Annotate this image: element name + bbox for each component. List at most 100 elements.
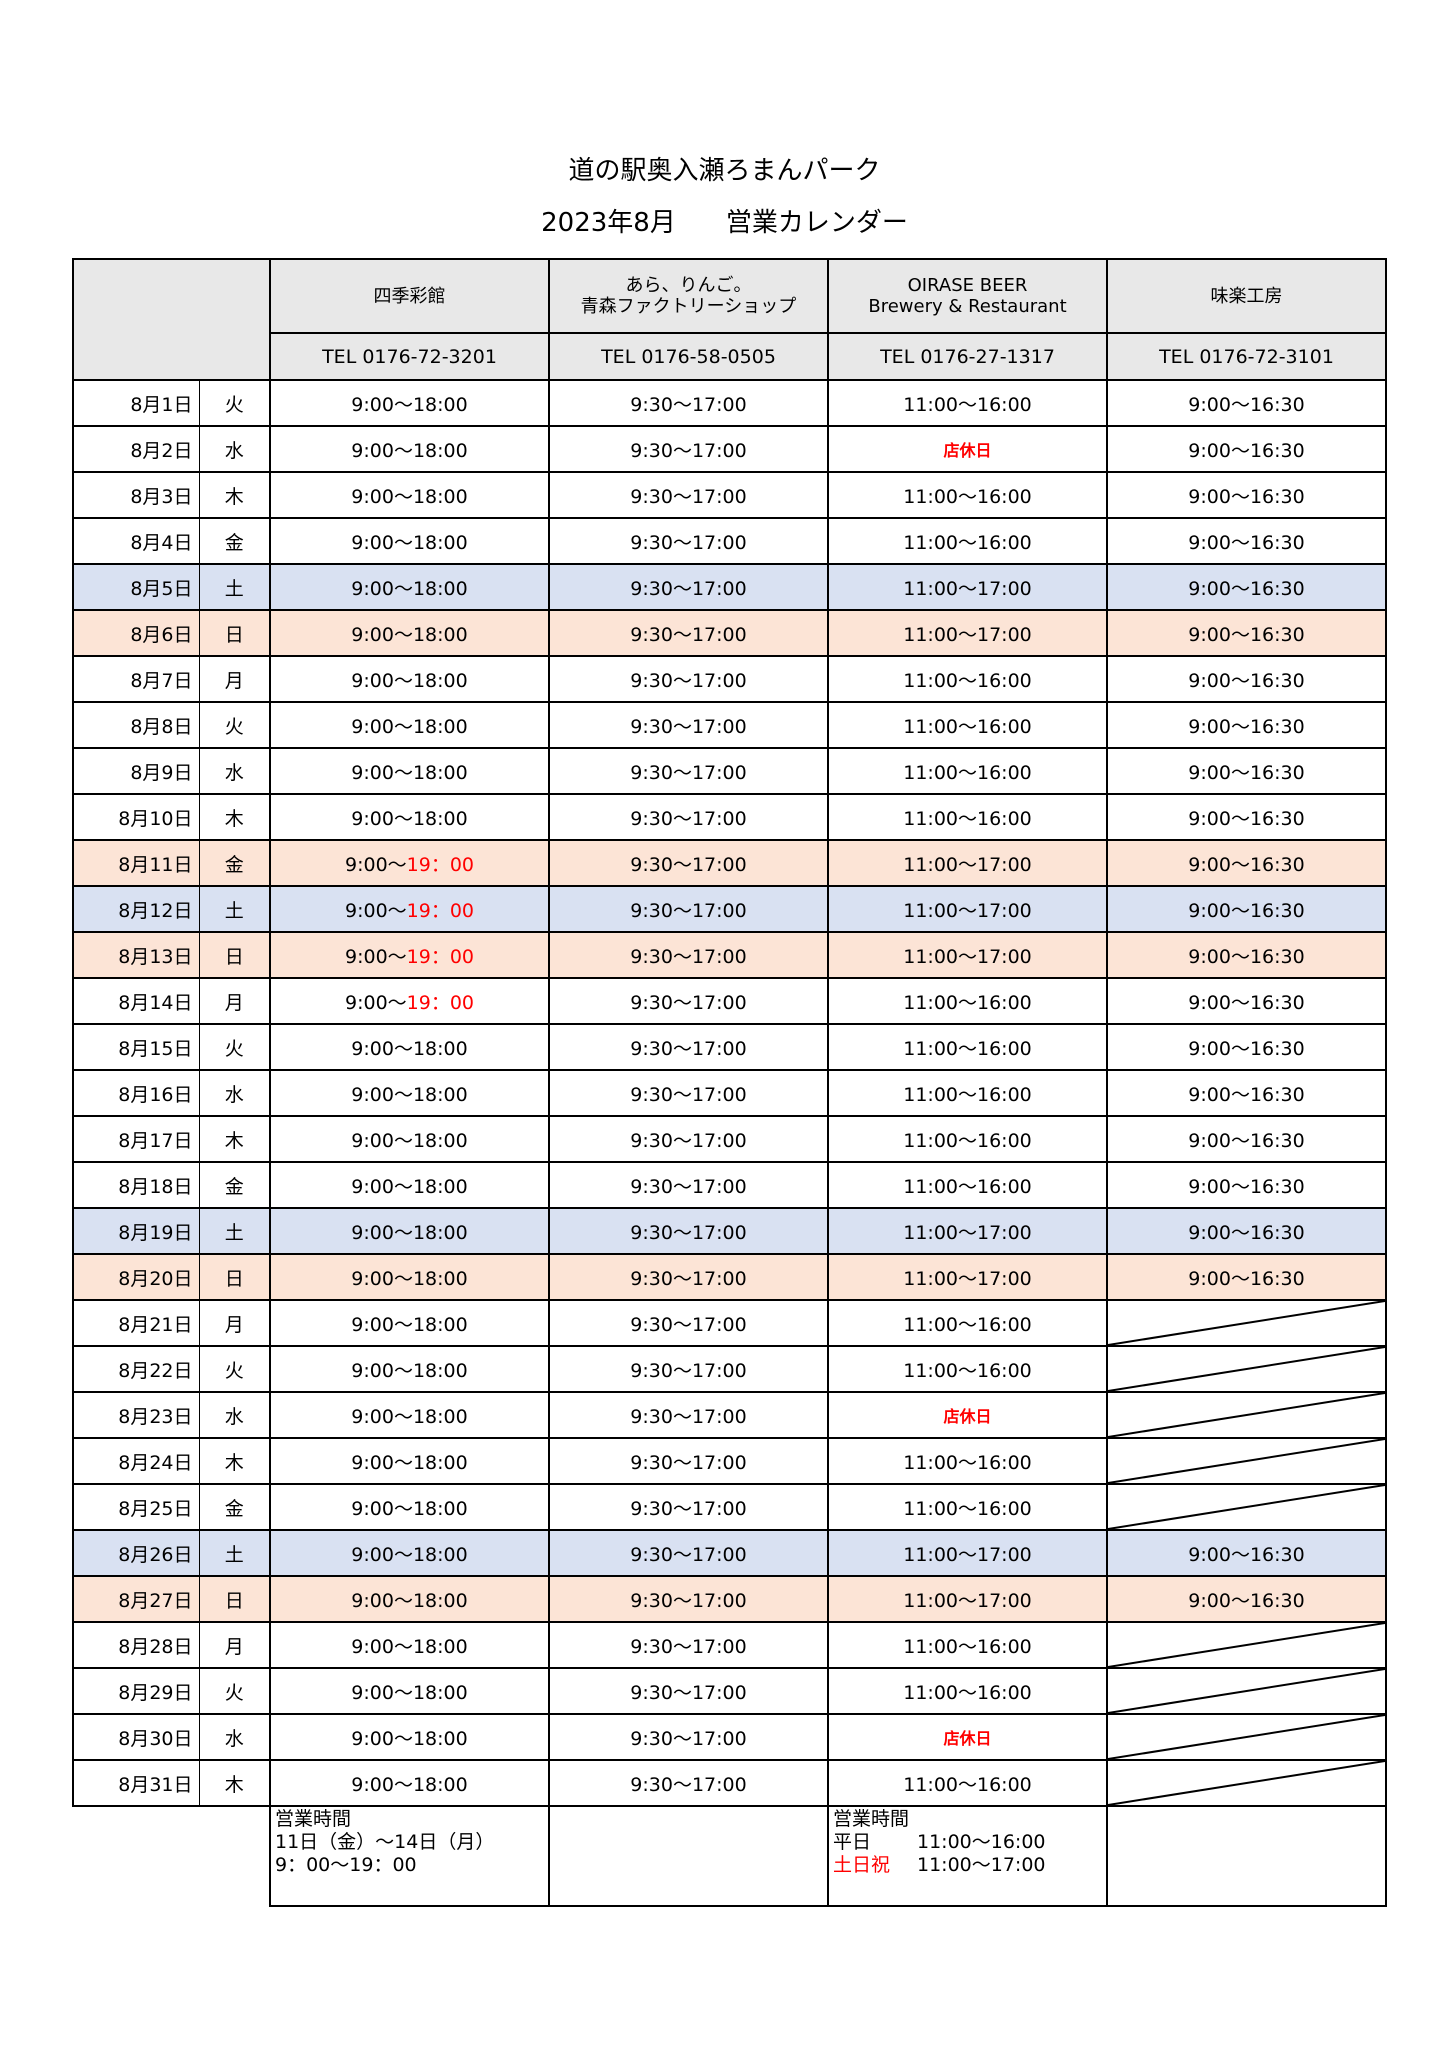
hours-shop-2: 9:30〜17:00 bbox=[548, 793, 829, 841]
weekday-cell: 火 bbox=[198, 379, 271, 427]
hours-shop-1: 9:00〜18:00 bbox=[269, 1759, 550, 1807]
hours-text: 9:00〜18:00 bbox=[351, 1313, 468, 1336]
hours-shop-3: 11:00〜16:00 bbox=[827, 655, 1108, 703]
weekday-cell: 火 bbox=[198, 1345, 271, 1393]
hours-shop-1: 9:00〜19：00 bbox=[269, 931, 550, 979]
closed-day-cell: 店休日 bbox=[827, 1713, 1108, 1761]
hours-shop-1: 9:00〜18:00 bbox=[269, 1253, 550, 1301]
calendar-row: 8月28日月 9:00〜18:00 9:30〜17:00 11:00〜16:00 bbox=[72, 1621, 1387, 1669]
weekday-cell: 月 bbox=[198, 655, 271, 703]
not-open-cell bbox=[1106, 1483, 1387, 1531]
diagonal-line-icon bbox=[1108, 1393, 1385, 1437]
footnote-shop-3: 営業時間 平日 11:00〜16:00 土日祝 11:00〜17:00 bbox=[827, 1805, 1108, 1907]
hours-text: 9:00〜18:00 bbox=[351, 1083, 468, 1106]
not-open-cell bbox=[1106, 1345, 1387, 1393]
shop-tel-1: TEL 0176-72-3201 bbox=[269, 332, 550, 381]
date-cell: 8月24日 bbox=[72, 1437, 200, 1485]
hours-shop-2: 9:30〜17:00 bbox=[548, 1161, 829, 1209]
hours-shop-2: 9:30〜17:00 bbox=[548, 655, 829, 703]
hours-shop-1: 9:00〜18:00 bbox=[269, 1345, 550, 1393]
weekday-cell: 木 bbox=[198, 1437, 271, 1485]
weekday-cell: 月 bbox=[198, 1299, 271, 1347]
hours-shop-2: 9:30〜17:00 bbox=[548, 1667, 829, 1715]
calendar-row: 8月17日木 9:00〜18:00 9:30〜17:00 11:00〜16:00 9:0… bbox=[72, 1115, 1387, 1163]
hours-shop-3: 11:00〜17:00 bbox=[827, 563, 1108, 611]
hours-shop-3: 11:00〜17:00 bbox=[827, 839, 1108, 887]
weekday-cell: 月 bbox=[198, 1621, 271, 1669]
hours-shop-2: 9:30〜17:00 bbox=[548, 1207, 829, 1255]
not-open-cell bbox=[1106, 1391, 1387, 1439]
hours-shop-4: 9:00〜16:30 bbox=[1106, 1529, 1387, 1577]
date-cell: 8月13日 bbox=[72, 931, 200, 979]
hours-shop-4: 9:00〜16:30 bbox=[1106, 839, 1387, 887]
header-corner bbox=[72, 258, 271, 381]
hours-shop-4: 9:00〜16:30 bbox=[1106, 425, 1387, 473]
hours-text: 9:00〜 bbox=[344, 899, 407, 922]
hours-text: 9:00〜18:00 bbox=[351, 715, 468, 738]
hours-shop-2: 9:30〜17:00 bbox=[548, 701, 829, 749]
hours-shop-1: 9:00〜18:00 bbox=[269, 1483, 550, 1531]
shop-name-1: 四季彩館 bbox=[269, 258, 550, 334]
hours-text: 9:00〜18:00 bbox=[351, 1129, 468, 1152]
calendar-row: 8月27日日 9:00〜18:00 9:30〜17:00 11:00〜17:00 9:0… bbox=[72, 1575, 1387, 1623]
hours-shop-4: 9:00〜16:30 bbox=[1106, 1023, 1387, 1071]
weekday-cell: 木 bbox=[198, 1115, 271, 1163]
not-open-cell bbox=[1106, 1621, 1387, 1669]
hours-shop-3: 11:00〜16:00 bbox=[827, 471, 1108, 519]
hours-text: 9:00〜18:00 bbox=[351, 1497, 468, 1520]
hours-shop-1: 9:00〜18:00 bbox=[269, 1713, 550, 1761]
page-title: 道の駅奥入瀬ろまんパーク bbox=[568, 156, 881, 186]
hours-shop-2: 9:30〜17:00 bbox=[548, 563, 829, 611]
calendar-row: 8月11日金 9:00〜19：00 9:30〜17:00 11:00〜17:00 9:0… bbox=[72, 839, 1387, 887]
date-cell: 8月20日 bbox=[72, 1253, 200, 1301]
closed-day-cell: 店休日 bbox=[827, 425, 1108, 473]
weekday-cell: 金 bbox=[198, 1483, 271, 1531]
hours-shop-3: 11:00〜16:00 bbox=[827, 1069, 1108, 1117]
hours-shop-3: 11:00〜16:00 bbox=[827, 793, 1108, 841]
calendar-row: 8月23日水 9:00〜18:00 9:30〜17:00 店休日 bbox=[72, 1391, 1387, 1439]
weekday-cell: 火 bbox=[198, 1667, 271, 1715]
hours-shop-4: 9:00〜16:30 bbox=[1106, 977, 1387, 1025]
date-cell: 8月22日 bbox=[72, 1345, 200, 1393]
extended-hours-text: 19：00 bbox=[406, 899, 475, 922]
hours-shop-3: 11:00〜16:00 bbox=[827, 977, 1108, 1025]
hours-shop-3: 11:00〜17:00 bbox=[827, 1529, 1108, 1577]
hours-text: 9:00〜18:00 bbox=[351, 485, 468, 508]
date-cell: 8月15日 bbox=[72, 1023, 200, 1071]
date-cell: 8月26日 bbox=[72, 1529, 200, 1577]
hours-shop-4: 9:00〜16:30 bbox=[1106, 931, 1387, 979]
footnote-shop-1: 営業時間 11日（金）〜14日（月） 9：00〜19：00 bbox=[269, 1805, 550, 1907]
calendar-row: 8月15日火 9:00〜18:00 9:30〜17:00 11:00〜16:00 9:0… bbox=[72, 1023, 1387, 1071]
hours-shop-3: 11:00〜16:00 bbox=[827, 1759, 1108, 1807]
date-cell: 8月30日 bbox=[72, 1713, 200, 1761]
calendar-row: 8月6日日 9:00〜18:00 9:30〜17:00 11:00〜17:00 9:00… bbox=[72, 609, 1387, 657]
date-cell: 8月1日 bbox=[72, 379, 200, 427]
weekday-cell: 水 bbox=[198, 1713, 271, 1761]
diagonal-line-icon bbox=[1108, 1669, 1385, 1713]
hours-shop-1: 9:00〜18:00 bbox=[269, 793, 550, 841]
extended-hours-text: 19：00 bbox=[406, 853, 475, 876]
subtitle-label: 営業カレンダー bbox=[725, 208, 908, 238]
hours-text: 9:00〜18:00 bbox=[351, 1405, 468, 1428]
extended-hours-text: 19：00 bbox=[406, 945, 475, 968]
date-cell: 8月3日 bbox=[72, 471, 200, 519]
not-open-cell bbox=[1106, 1299, 1387, 1347]
hours-shop-2: 9:30〜17:00 bbox=[548, 1391, 829, 1439]
calendar-row: 8月19日土 9:00〜18:00 9:30〜17:00 11:00〜17:00 9:0… bbox=[72, 1207, 1387, 1255]
weekday-cell: 土 bbox=[198, 885, 271, 933]
not-open-cell bbox=[1106, 1437, 1387, 1485]
hours-shop-3: 11:00〜16:00 bbox=[827, 1483, 1108, 1531]
shop-name-4: 味楽工房 bbox=[1106, 258, 1387, 334]
weekday-cell: 金 bbox=[198, 839, 271, 887]
date-cell: 8月9日 bbox=[72, 747, 200, 795]
page-subtitle: 2023年8月 営業カレンダー bbox=[0, 202, 1449, 239]
hours-shop-1: 9:00〜18:00 bbox=[269, 609, 550, 657]
calendar-row: 8月3日木 9:00〜18:00 9:30〜17:00 11:00〜16:00 9:00… bbox=[72, 471, 1387, 519]
hours-text: 9:00〜18:00 bbox=[351, 393, 468, 416]
shop-name-3: OIRASE BEER Brewery & Restaurant bbox=[827, 258, 1108, 334]
weekday-cell: 水 bbox=[198, 747, 271, 795]
weekday-cell: 水 bbox=[198, 1069, 271, 1117]
hours-shop-3: 11:00〜16:00 bbox=[827, 1437, 1108, 1485]
weekday-cell: 水 bbox=[198, 1391, 271, 1439]
hours-text: 9:00〜 bbox=[344, 945, 407, 968]
